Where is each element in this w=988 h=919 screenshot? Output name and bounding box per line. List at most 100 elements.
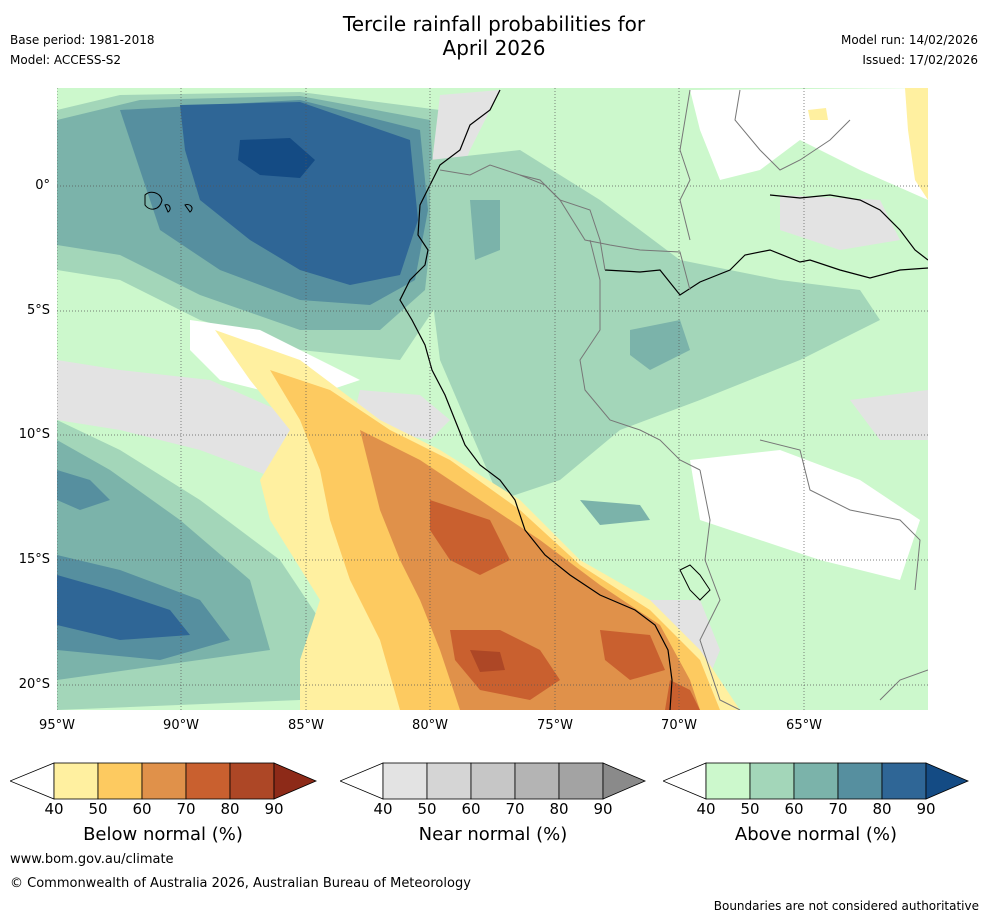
legend-above-normal: 40 50 60 70 80 90 Above normal (%) [663,762,983,845]
website-link[interactable]: www.bom.gov.au/climate [10,852,174,867]
tick-below-40: 40 [44,800,64,818]
border-south [879,669,928,701]
legend-title-near-normal: Near normal (%) [418,824,568,845]
tick-above-60: 60 [784,800,804,818]
lon-label-80w: 80°W [412,718,448,733]
swatch-below-2 [141,762,187,800]
tick-near-70: 70 [505,800,525,818]
titicaca-lake [679,564,711,601]
below-normal-70 [430,500,510,575]
swatch-near-1 [426,762,472,800]
swatch-above-0 [705,762,751,800]
below-normal-70-c [600,630,665,680]
lon-label-75w: 75°W [537,718,573,733]
above-normal-80-sw [57,575,190,640]
above-normal-60-inland [470,200,500,260]
swatch-below-4 [229,762,275,800]
above-normal-60-inland-c [580,500,650,525]
tick-below-90: 90 [264,800,284,818]
colorbar-near-normal [340,762,647,800]
lat-label-0: 0° [35,178,50,193]
swatch-below-5 [273,762,318,800]
below-normal-40-ne-b [808,108,828,120]
legend-title-below-normal: Below normal (%) [83,824,243,845]
meta-right: Model run: 14/02/2026 Issued: 17/02/2026 [841,30,978,70]
swatch-near-0 [382,762,428,800]
lat-label-20s: 20°S [18,677,50,692]
tick-above-90: 90 [916,800,936,818]
amazon-river [604,249,928,296]
model-run: Model run: 14/02/2026 [840,33,978,47]
swatch-below-1 [97,762,143,800]
tick-near-60: 60 [461,800,481,818]
above-normal-90-nw [238,138,315,178]
border-colombia [519,174,691,291]
below-normal-80 [470,650,505,672]
swatch-above-1 [749,762,795,800]
tick-near-90: 90 [593,800,613,818]
grid-lines [57,88,928,710]
legend-below-normal: 40 50 60 70 80 90 Below normal (%) [10,762,330,845]
model-name: Model: ACCESS-S2 [10,53,122,67]
meta-left: Base period: 1981-2018 Model: ACCESS-S2 [10,30,155,70]
map-title: Tercile rainfall probabilities for April… [0,12,988,60]
lon-label-95w: 95°W [39,718,75,733]
border-bolivia [699,469,741,710]
border-guyana [734,89,851,171]
above-normal-70-sw-b [57,470,110,510]
swatch-below-0 [53,762,99,800]
lat-label-10s: 10°S [18,427,50,442]
near-normal-patch-6 [850,390,928,440]
white-area-bolivia [690,450,920,580]
title-line-1: Tercile rainfall probabilities for [342,12,646,36]
below-normal-40-ne [905,88,928,200]
tick-above-70: 70 [828,800,848,818]
disclaimer-text: Boundaries are not considered authoritat… [713,899,979,913]
base-period: Base period: 1981-2018 [10,33,155,47]
white-area-east [690,88,928,200]
copyright-text: © Commonwealth of Australia 2026, Austra… [10,876,471,891]
tick-above-40: 40 [696,800,716,818]
tick-below-60: 60 [132,800,152,818]
below-normal-70-d [665,680,700,710]
colorbar-above-normal [663,762,970,800]
lon-label-90w: 90°W [163,718,199,733]
lon-label-65w: 65°W [786,718,822,733]
tick-below-80: 80 [220,800,240,818]
lat-label-5s: 5°S [26,303,50,318]
lat-label-15s: 15°S [18,552,50,567]
galapagos-islands [144,191,193,213]
border-peru-brazil [579,239,701,471]
tick-below-50: 50 [88,800,108,818]
coastline [399,89,673,710]
swatch-above-4 [881,762,927,800]
border-venezuela [679,89,691,241]
colorbar-below-normal [10,762,318,800]
tick-below-70: 70 [176,800,196,818]
near-normal-patch-1 [57,360,320,480]
lon-label-85w: 85°W [288,718,324,733]
swatch-above-2 [793,762,839,800]
swatch-near-3 [514,762,560,800]
northern-coast [769,194,928,261]
legend-near-normal: 40 50 60 70 80 90 Near normal (%) [340,762,660,845]
tick-near-80: 80 [549,800,569,818]
above-normal-60-inland-b [630,320,690,370]
legend-title-above-normal: Above normal (%) [734,824,898,845]
tick-above-80: 80 [872,800,892,818]
issued-date: Issued: 17/02/2026 [862,53,978,67]
border-bolivia-brazil [759,439,921,591]
tick-above-50: 50 [740,800,760,818]
map-fill [57,88,928,710]
swatch-near-4 [558,762,604,800]
swatch-above-3 [837,762,883,800]
below-normal-70-b [450,630,560,700]
swatch-below-3 [185,762,231,800]
tick-near-40: 40 [373,800,393,818]
swatch-near-2 [470,762,516,800]
lon-label-70w: 70°W [661,718,697,733]
swatch-near-5 [602,762,647,800]
swatch-above-5 [925,762,970,800]
title-line-2: April 2026 [442,36,546,60]
